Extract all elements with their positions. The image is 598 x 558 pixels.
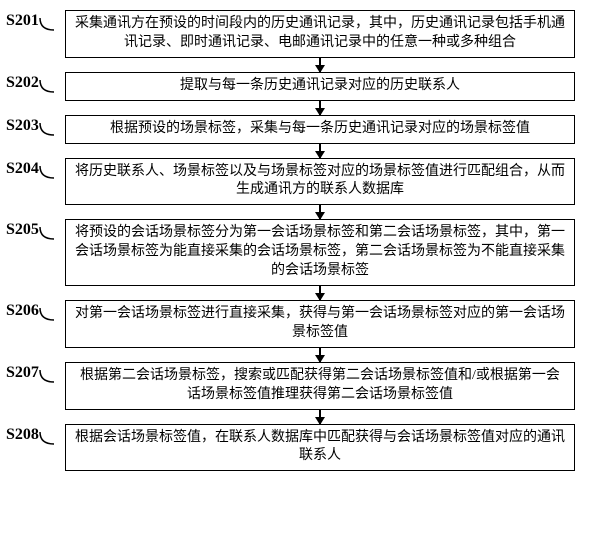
step-label-S202: S202	[6, 74, 39, 92]
arrow-S202	[319, 101, 321, 115]
label-connector-S207	[38, 368, 54, 388]
step-box-S206: 对第一会话场景标签进行直接采集，获得与第一会话场景标签对应的第一会话场景标签值	[65, 300, 575, 348]
step-label-S203: S203	[6, 117, 39, 135]
label-connector-S201	[38, 16, 54, 36]
step-label-S208: S208	[6, 426, 39, 444]
step-text-S201: 采集通讯方在预设的时间段内的历史通讯记录，其中，历史通讯记录包括手机通讯记录、即…	[74, 15, 566, 53]
step-text-S207: 根据第二会话场景标签，搜索或匹配获得第二会话场景标签值和/或根据第一会话场景标签…	[74, 367, 566, 405]
label-connector-S206	[38, 306, 54, 326]
step-text-S203: 根据预设的场景标签，采集与每一条历史通讯记录对应的场景标签值	[110, 120, 530, 139]
step-text-S206: 对第一会话场景标签进行直接采集，获得与第一会话场景标签对应的第一会话场景标签值	[74, 305, 566, 343]
step-label-S205: S205	[6, 221, 39, 239]
label-connector-S203	[38, 121, 54, 141]
step-text-S204: 将历史联系人、场景标签以及与场景标签对应的场景标签值进行匹配组合，从而生成通讯方…	[74, 163, 566, 201]
step-box-S203: 根据预设的场景标签，采集与每一条历史通讯记录对应的场景标签值	[65, 115, 575, 144]
arrow-S204	[319, 205, 321, 219]
step-box-S201: 采集通讯方在预设的时间段内的历史通讯记录，其中，历史通讯记录包括手机通讯记录、即…	[65, 10, 575, 58]
arrow-S206	[319, 348, 321, 362]
step-box-S202: 提取与每一条历史通讯记录对应的历史联系人	[65, 72, 575, 101]
step-box-S204: 将历史联系人、场景标签以及与场景标签对应的场景标签值进行匹配组合，从而生成通讯方…	[65, 158, 575, 206]
step-box-S207: 根据第二会话场景标签，搜索或匹配获得第二会话场景标签值和/或根据第一会话场景标签…	[65, 362, 575, 410]
step-label-S204: S204	[6, 160, 39, 178]
label-connector-S205	[38, 225, 54, 245]
arrow-S205	[319, 286, 321, 300]
step-text-S205: 将预设的会话场景标签分为第一会话场景标签和第二会话场景标签，其中，第一会话场景标…	[74, 224, 566, 281]
step-text-S202: 提取与每一条历史通讯记录对应的历史联系人	[180, 77, 460, 96]
arrow-S207	[319, 410, 321, 424]
arrow-S201	[319, 58, 321, 72]
step-label-S201: S201	[6, 12, 39, 30]
label-connector-S202	[38, 78, 54, 98]
label-connector-S208	[38, 430, 54, 450]
flowchart-container: 采集通讯方在预设的时间段内的历史通讯记录，其中，历史通讯记录包括手机通讯记录、即…	[65, 10, 575, 471]
step-text-S208: 根据会话场景标签值，在联系人数据库中匹配获得与会话场景标签值对应的通讯联系人	[74, 429, 566, 467]
arrow-S203	[319, 144, 321, 158]
label-connector-S204	[38, 164, 54, 184]
step-label-S207: S207	[6, 364, 39, 382]
step-box-S205: 将预设的会话场景标签分为第一会话场景标签和第二会话场景标签，其中，第一会话场景标…	[65, 219, 575, 286]
step-box-S208: 根据会话场景标签值，在联系人数据库中匹配获得与会话场景标签值对应的通讯联系人	[65, 424, 575, 472]
step-label-S206: S206	[6, 302, 39, 320]
